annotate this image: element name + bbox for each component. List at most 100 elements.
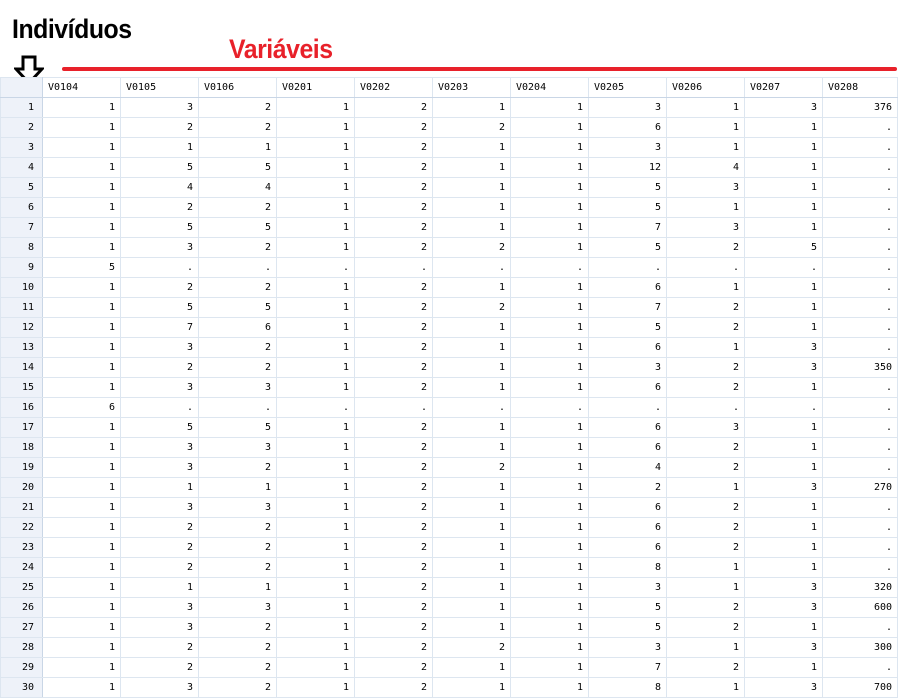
- data-cell[interactable]: 1: [744, 137, 823, 158]
- data-cell[interactable]: 1: [42, 417, 121, 438]
- data-cell[interactable]: 5: [198, 157, 277, 178]
- data-cell[interactable]: 1: [510, 317, 589, 338]
- data-cell[interactable]: 6: [588, 497, 667, 518]
- data-cell[interactable]: 1: [120, 137, 199, 158]
- data-cell[interactable]: 5: [588, 177, 667, 198]
- data-cell[interactable]: 2: [354, 317, 433, 338]
- data-cell[interactable]: .: [822, 297, 898, 318]
- data-cell[interactable]: 1: [42, 437, 121, 458]
- row-number[interactable]: 8: [0, 237, 43, 258]
- column-header[interactable]: V0205: [588, 77, 667, 98]
- data-cell[interactable]: 1: [432, 657, 511, 678]
- data-cell[interactable]: 3: [588, 137, 667, 158]
- data-cell[interactable]: 1: [744, 557, 823, 578]
- data-cell[interactable]: 2: [354, 537, 433, 558]
- data-cell[interactable]: 1: [276, 537, 355, 558]
- data-cell[interactable]: 2: [666, 617, 745, 638]
- data-cell[interactable]: .: [822, 257, 898, 278]
- data-cell[interactable]: 1: [666, 137, 745, 158]
- data-cell[interactable]: 1: [510, 617, 589, 638]
- data-cell[interactable]: 1: [510, 377, 589, 398]
- data-cell[interactable]: .: [744, 397, 823, 418]
- data-cell[interactable]: 376: [822, 97, 898, 118]
- data-cell[interactable]: 1: [42, 477, 121, 498]
- data-cell[interactable]: 2: [588, 477, 667, 498]
- data-cell[interactable]: 1: [510, 177, 589, 198]
- data-cell[interactable]: 5: [588, 317, 667, 338]
- data-cell[interactable]: 1: [744, 437, 823, 458]
- data-cell[interactable]: 1: [666, 197, 745, 218]
- data-cell[interactable]: 1: [666, 477, 745, 498]
- data-cell[interactable]: 1: [42, 497, 121, 518]
- data-cell[interactable]: 1: [744, 457, 823, 478]
- data-cell[interactable]: 1: [744, 197, 823, 218]
- data-cell[interactable]: 1: [276, 457, 355, 478]
- data-cell[interactable]: 3: [120, 617, 199, 638]
- data-cell[interactable]: 1: [276, 337, 355, 358]
- data-cell[interactable]: 1: [42, 297, 121, 318]
- data-cell[interactable]: 1: [510, 97, 589, 118]
- data-cell[interactable]: 6: [588, 337, 667, 358]
- data-cell[interactable]: 1: [744, 217, 823, 238]
- data-cell[interactable]: 2: [432, 637, 511, 658]
- data-cell[interactable]: 2: [120, 517, 199, 538]
- data-cell[interactable]: 6: [198, 317, 277, 338]
- data-cell[interactable]: 1: [198, 577, 277, 598]
- data-cell[interactable]: 1: [276, 597, 355, 618]
- data-cell[interactable]: 1: [276, 637, 355, 658]
- data-cell[interactable]: 5: [120, 297, 199, 318]
- data-cell[interactable]: 6: [42, 397, 121, 418]
- data-cell[interactable]: 1: [42, 577, 121, 598]
- data-cell[interactable]: 1: [510, 137, 589, 158]
- data-cell[interactable]: 2: [354, 497, 433, 518]
- data-cell[interactable]: 1: [432, 477, 511, 498]
- data-cell[interactable]: 1: [510, 477, 589, 498]
- data-cell[interactable]: 2: [666, 597, 745, 618]
- column-header[interactable]: V0203: [432, 77, 511, 98]
- row-number[interactable]: 1: [0, 97, 43, 118]
- data-cell[interactable]: 3: [744, 677, 823, 698]
- data-cell[interactable]: 5: [588, 617, 667, 638]
- data-cell[interactable]: 1: [276, 217, 355, 238]
- data-cell[interactable]: .: [822, 217, 898, 238]
- data-cell[interactable]: 3: [120, 237, 199, 258]
- data-cell[interactable]: 2: [354, 477, 433, 498]
- data-cell[interactable]: 5: [588, 597, 667, 618]
- data-cell[interactable]: 3: [198, 597, 277, 618]
- data-cell[interactable]: 2: [354, 97, 433, 118]
- data-cell[interactable]: 1: [432, 337, 511, 358]
- data-cell[interactable]: 2: [354, 177, 433, 198]
- data-cell[interactable]: 1: [432, 597, 511, 618]
- data-cell[interactable]: 1: [510, 517, 589, 538]
- data-cell[interactable]: 1: [432, 357, 511, 378]
- data-cell[interactable]: 2: [120, 537, 199, 558]
- data-cell[interactable]: 1: [666, 337, 745, 358]
- data-cell[interactable]: 2: [120, 117, 199, 138]
- data-cell[interactable]: 1: [42, 317, 121, 338]
- data-cell[interactable]: 1: [510, 337, 589, 358]
- row-number[interactable]: 13: [0, 337, 43, 358]
- data-cell[interactable]: .: [666, 257, 745, 278]
- row-number[interactable]: 30: [0, 677, 43, 698]
- data-cell[interactable]: .: [822, 277, 898, 298]
- data-cell[interactable]: 2: [432, 117, 511, 138]
- data-cell[interactable]: 1: [744, 377, 823, 398]
- data-cell[interactable]: 3: [666, 177, 745, 198]
- data-cell[interactable]: 700: [822, 677, 898, 698]
- data-cell[interactable]: 1: [510, 577, 589, 598]
- data-cell[interactable]: .: [822, 197, 898, 218]
- data-cell[interactable]: 2: [666, 357, 745, 378]
- data-cell[interactable]: .: [354, 397, 433, 418]
- data-cell[interactable]: 1: [42, 157, 121, 178]
- data-cell[interactable]: 300: [822, 637, 898, 658]
- data-cell[interactable]: 1: [42, 97, 121, 118]
- data-cell[interactable]: 2: [354, 577, 433, 598]
- data-cell[interactable]: 320: [822, 577, 898, 598]
- data-cell[interactable]: 2: [198, 517, 277, 538]
- data-cell[interactable]: 2: [354, 637, 433, 658]
- data-cell[interactable]: 2: [198, 357, 277, 378]
- data-cell[interactable]: 3: [120, 597, 199, 618]
- data-cell[interactable]: 2: [120, 657, 199, 678]
- data-cell[interactable]: 3: [666, 417, 745, 438]
- data-cell[interactable]: 6: [588, 117, 667, 138]
